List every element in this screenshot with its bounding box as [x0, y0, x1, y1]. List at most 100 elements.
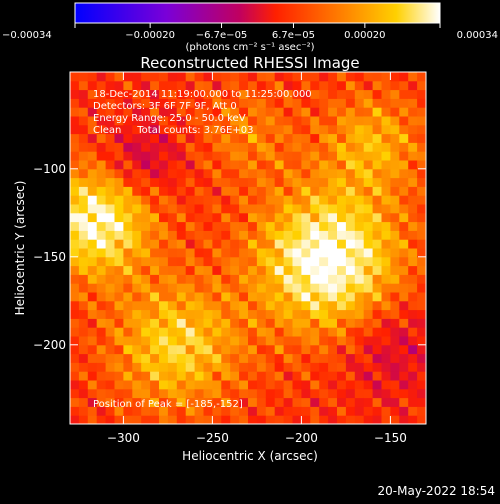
image-pixel — [390, 80, 400, 91]
image-pixel — [141, 186, 151, 196]
image-pixel — [96, 283, 107, 293]
image-pixel — [239, 195, 249, 205]
image-pixel — [114, 327, 124, 337]
image-pixel — [150, 300, 160, 311]
image-pixel — [150, 248, 160, 258]
image-pixel — [132, 265, 142, 275]
image-pixel — [203, 362, 213, 372]
image-pixel — [301, 239, 311, 249]
image-pixel — [176, 116, 187, 126]
image-pixel — [301, 265, 311, 275]
image-pixel — [274, 142, 285, 152]
image-pixel — [417, 177, 426, 187]
image-pixel — [185, 186, 196, 196]
image-pixel — [363, 265, 374, 275]
image-pixel — [354, 397, 365, 407]
image-pixel — [274, 336, 285, 346]
image-pixel — [221, 168, 231, 179]
image-pixel — [381, 274, 391, 284]
image-pixel — [363, 230, 374, 240]
image-pixel — [185, 256, 196, 267]
image-pixel — [390, 107, 400, 117]
image-pixel — [230, 380, 240, 390]
image-pixel — [328, 230, 338, 240]
image-pixel — [248, 292, 258, 302]
image-pixel — [132, 344, 142, 355]
image-pixel — [292, 221, 302, 231]
y-tick-label: −100 — [33, 162, 66, 176]
image-pixel — [256, 221, 267, 231]
image-pixel — [123, 107, 133, 117]
image-pixel — [132, 292, 142, 302]
image-pixel — [185, 72, 196, 82]
image-pixel — [292, 230, 302, 240]
image-pixel — [185, 107, 196, 117]
image-pixel — [256, 133, 267, 143]
image-pixel — [292, 107, 302, 117]
image-pixel — [212, 274, 222, 284]
image-pixel — [96, 397, 107, 407]
image-pixel — [78, 362, 89, 372]
image-pixel — [248, 204, 258, 214]
image-pixel — [256, 230, 267, 240]
image-pixel — [328, 221, 338, 231]
image-pixel — [167, 397, 178, 407]
image-pixel — [203, 318, 213, 328]
image-pixel — [176, 371, 187, 381]
image-pixel — [381, 283, 391, 293]
image-pixel — [372, 230, 382, 240]
image-pixel — [123, 362, 133, 372]
image-pixel — [248, 388, 258, 399]
image-pixel — [230, 248, 240, 258]
image-pixel — [310, 256, 320, 267]
image-pixel — [283, 397, 293, 407]
image-pixel — [265, 239, 276, 249]
image-pixel — [256, 116, 267, 126]
image-pixel — [221, 248, 231, 258]
image-pixel — [328, 300, 338, 311]
image-pixel — [212, 300, 222, 311]
peak-position-label: Position of Peak = [-185,-152] — [93, 399, 243, 410]
image-pixel — [141, 300, 151, 311]
image-pixel — [390, 265, 400, 275]
image-pixel — [70, 362, 80, 372]
image-pixel — [96, 116, 107, 126]
image-pixel — [248, 362, 258, 372]
image-pixel — [310, 133, 320, 143]
image-pixel — [96, 230, 107, 240]
image-pixel — [319, 186, 329, 196]
image-pixel — [212, 116, 222, 126]
image-pixel — [248, 142, 258, 152]
image-pixel — [274, 186, 285, 196]
image-pixel — [292, 415, 302, 424]
image-pixel — [212, 327, 222, 337]
image-pixel — [96, 256, 107, 267]
image-pixel — [230, 371, 240, 381]
image-pixel — [123, 248, 133, 258]
image-pixel — [159, 248, 169, 258]
image-pixel — [408, 380, 418, 390]
image-pixel — [283, 221, 293, 231]
image-pixel — [310, 292, 320, 302]
image-pixel — [194, 371, 204, 381]
image-pixel — [141, 177, 151, 187]
image-pixel — [248, 248, 258, 258]
image-pixel — [310, 212, 320, 223]
image-pixel — [150, 274, 160, 284]
image-pixel — [283, 142, 293, 152]
image-pixel — [212, 212, 222, 223]
image-pixel — [256, 415, 267, 424]
image-pixel — [141, 388, 151, 399]
image-pixel — [337, 406, 347, 416]
image-pixel — [96, 177, 107, 187]
image-pixel — [194, 248, 204, 258]
image-pixel — [248, 256, 258, 267]
image-pixel — [78, 353, 89, 363]
image-pixel — [221, 327, 231, 337]
image-pixel — [363, 380, 374, 390]
x-tick-label: −300 — [107, 431, 140, 445]
image-pixel — [283, 353, 293, 363]
image-pixel — [105, 292, 115, 302]
image-pixel — [167, 309, 178, 319]
image-pixel — [363, 168, 374, 179]
